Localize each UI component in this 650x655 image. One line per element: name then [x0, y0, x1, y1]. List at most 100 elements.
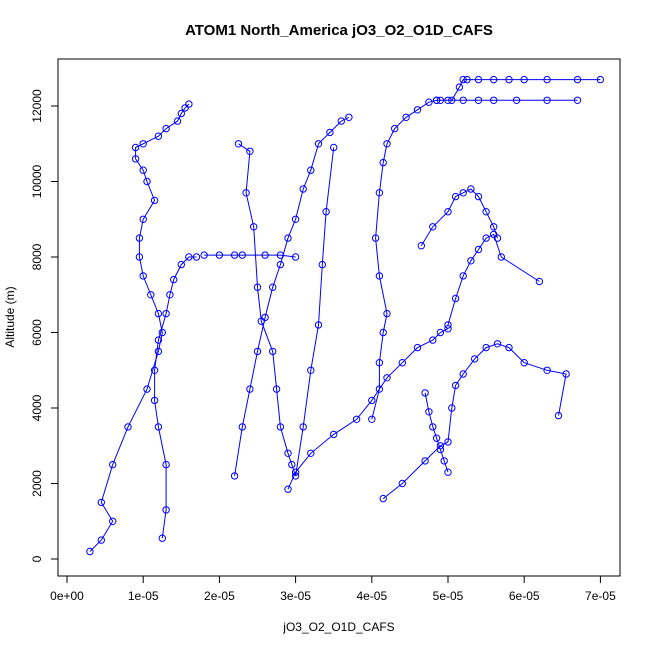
data-point — [291, 468, 300, 476]
data-point — [154, 132, 163, 140]
data-point — [173, 117, 182, 125]
data-point — [596, 75, 605, 84]
data-point — [459, 272, 467, 280]
data-point — [425, 98, 433, 106]
data-point — [337, 117, 345, 125]
data-point — [246, 385, 254, 393]
data-point — [288, 460, 296, 469]
data-point — [124, 423, 132, 431]
data-point — [459, 189, 467, 197]
series-group — [86, 75, 605, 556]
x-tick-label: 4e-05 — [356, 589, 387, 603]
data-point — [391, 124, 399, 133]
series-line — [204, 254, 296, 258]
data-point — [573, 75, 582, 84]
data-point — [562, 370, 570, 378]
data-point — [413, 343, 422, 352]
data-point — [375, 272, 384, 280]
data-point — [512, 96, 521, 105]
data-point — [261, 251, 269, 259]
x-tick-label: 5e-05 — [433, 589, 464, 603]
data-point — [276, 423, 285, 431]
data-point — [425, 408, 433, 416]
data-point — [436, 96, 445, 105]
data-point — [131, 143, 140, 152]
data-point — [490, 230, 498, 239]
data-point — [234, 140, 243, 148]
data-point — [444, 468, 452, 476]
data-point — [459, 75, 467, 84]
data-point — [352, 415, 361, 423]
data-point — [440, 457, 448, 465]
data-point — [535, 277, 544, 286]
data-point — [139, 272, 147, 280]
y-tick-label: 6000 — [30, 319, 44, 346]
data-point — [474, 192, 483, 201]
data-point — [467, 185, 475, 193]
x-tick-label: 6e-05 — [509, 589, 540, 603]
data-point — [269, 347, 277, 356]
series-line — [451, 79, 601, 101]
data-point — [177, 109, 186, 118]
series-line — [238, 143, 335, 477]
data-point — [421, 457, 429, 465]
data-point — [493, 340, 502, 348]
series-10 — [417, 185, 502, 250]
data-point — [520, 75, 528, 84]
data-point — [150, 196, 159, 205]
series-line — [154, 256, 197, 539]
data-point — [238, 251, 247, 259]
data-point — [497, 253, 505, 261]
data-point — [429, 223, 437, 231]
data-point — [139, 140, 147, 148]
data-point — [97, 536, 106, 544]
data-point — [322, 208, 330, 216]
y-tick-label: 2000 — [30, 470, 44, 497]
data-point — [436, 328, 445, 337]
data-point — [375, 359, 384, 367]
series-2 — [150, 253, 201, 542]
data-point — [429, 336, 437, 344]
data-point — [482, 208, 490, 216]
series-5 — [230, 113, 353, 480]
data-point — [421, 389, 429, 397]
data-point — [451, 192, 460, 201]
y-tick-label: 4000 — [30, 394, 44, 421]
series-12 — [432, 96, 582, 105]
series-9 — [444, 230, 544, 329]
data-point — [284, 449, 292, 457]
data-point — [436, 445, 445, 454]
data-point — [314, 140, 323, 148]
data-point — [543, 366, 551, 374]
data-point — [162, 460, 170, 469]
data-point — [162, 124, 170, 133]
data-point — [170, 275, 178, 284]
data-point — [181, 104, 189, 112]
data-point — [154, 347, 163, 356]
series-line — [447, 233, 540, 326]
x-axis: 0e+00 1e-05 2e-05 3e-05 4e-05 5e-05 6e-05 7e-05 — [50, 575, 616, 603]
data-point — [147, 291, 155, 299]
data-point — [131, 155, 140, 163]
data-point — [150, 366, 159, 374]
data-point — [417, 242, 425, 250]
x-tick-label: 2e-05 — [204, 589, 235, 603]
series-3 — [200, 251, 300, 261]
data-point — [238, 423, 247, 431]
data-point — [345, 113, 353, 122]
data-point — [272, 385, 281, 393]
data-point — [143, 177, 151, 186]
data-point — [482, 234, 490, 242]
data-point — [379, 494, 387, 503]
data-point — [455, 83, 464, 91]
series-7 — [368, 96, 441, 423]
data-point — [158, 534, 167, 542]
data-point — [330, 430, 338, 439]
data-point — [86, 547, 94, 556]
chart-title: ATOM1 North_America jO3_O2_O1D_CAFS — [185, 22, 493, 39]
data-point — [185, 100, 193, 108]
data-point — [166, 291, 174, 299]
x-tick-label: 1e-05 — [128, 589, 159, 603]
